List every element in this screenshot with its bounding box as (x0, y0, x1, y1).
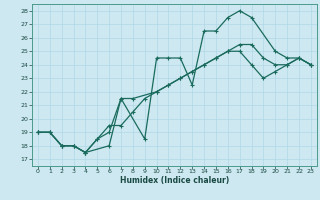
X-axis label: Humidex (Indice chaleur): Humidex (Indice chaleur) (120, 176, 229, 185)
